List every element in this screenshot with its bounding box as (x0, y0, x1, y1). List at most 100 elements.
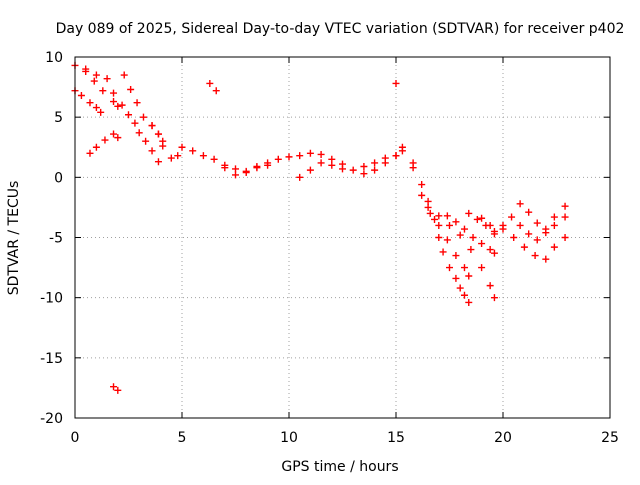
data-point (360, 163, 368, 171)
data-point (452, 252, 460, 260)
y-tick-label: 0 (54, 170, 63, 186)
grid-layer (75, 57, 610, 418)
series-track-14 (398, 143, 464, 292)
data-point (174, 152, 182, 160)
series-track-22 (499, 225, 569, 263)
data-point (82, 65, 90, 73)
data-point (339, 165, 346, 173)
data-point (486, 221, 494, 229)
data-point (465, 209, 473, 217)
data-point (508, 213, 516, 221)
data-point (446, 264, 453, 272)
data-point (533, 236, 541, 244)
data-point (531, 252, 539, 260)
x-tick-label: 25 (601, 430, 619, 446)
data-point (460, 225, 468, 233)
data-point (446, 221, 453, 229)
data-point (110, 130, 118, 138)
series-track-6 (148, 122, 167, 145)
series-track-4 (86, 130, 122, 157)
data-point (97, 108, 105, 116)
data-point (473, 215, 481, 223)
data-point (118, 101, 126, 109)
data-point (525, 230, 533, 238)
x-tick-label: 5 (178, 430, 187, 446)
series-track-2 (71, 87, 105, 116)
series-track-1 (71, 61, 162, 166)
data-point (486, 282, 494, 290)
data-point (465, 298, 473, 306)
data-point (125, 111, 132, 119)
series-track-21 (499, 213, 569, 244)
data-point (90, 77, 98, 85)
data-point (86, 99, 94, 107)
data-point (392, 79, 400, 87)
series-track-13 (392, 79, 400, 87)
data-point (127, 85, 135, 93)
series-track-11 (296, 159, 346, 181)
series-track-9 (178, 143, 400, 177)
series-track-10 (221, 161, 272, 179)
data-point (516, 200, 524, 208)
data-point (418, 181, 426, 189)
data-point (328, 161, 336, 169)
data-point (381, 159, 389, 167)
data-point (435, 234, 443, 241)
data-point (317, 159, 325, 167)
data-point (452, 218, 460, 226)
axes: 0 5 10 15 20 25 -20 -15 -10 -5 0 5 10 (40, 50, 619, 446)
data-point (533, 219, 541, 227)
data-point (135, 129, 143, 137)
data-point (499, 225, 507, 233)
data-point (431, 215, 439, 223)
data-point (274, 155, 282, 163)
data-point (371, 159, 379, 167)
data-point (561, 202, 569, 210)
data-point (178, 143, 186, 151)
data-point (92, 71, 100, 79)
data-point (86, 149, 94, 157)
x-tick-label: 0 (71, 430, 80, 446)
y-tick-label: 5 (54, 110, 63, 126)
data-point (296, 173, 304, 181)
data-point (306, 166, 314, 174)
x-tick-label: 10 (280, 430, 298, 446)
data-point (490, 249, 498, 257)
data-point (478, 264, 486, 272)
data-point (360, 170, 368, 178)
data-point (443, 236, 451, 244)
data-point (264, 161, 272, 169)
data-point (510, 234, 518, 241)
data-point (148, 122, 156, 130)
data-point (456, 231, 464, 239)
data-point (148, 147, 156, 155)
data-point (452, 274, 460, 282)
data-point (465, 272, 473, 280)
series-track-23 (516, 200, 569, 233)
data-point (520, 243, 528, 251)
data-point (516, 221, 524, 229)
data-point (110, 98, 118, 106)
series-track-8 (206, 79, 220, 95)
data-point (439, 248, 447, 256)
series-track-18 (443, 212, 498, 257)
data-point (392, 152, 400, 160)
data-point (114, 102, 122, 110)
y-tick-label: -15 (40, 351, 63, 367)
series-track-12 (360, 147, 406, 178)
data-point (424, 197, 432, 205)
data-point (114, 134, 122, 142)
data-point (253, 163, 261, 171)
data-point (159, 137, 167, 145)
series-track-3 (82, 65, 122, 110)
data-point (490, 227, 498, 235)
series-track-20 (478, 214, 498, 235)
data-point (478, 240, 486, 248)
data-point (221, 164, 229, 172)
data-point (103, 75, 111, 83)
data-point (232, 171, 239, 179)
data-point (435, 221, 443, 229)
data-point (426, 209, 434, 217)
data-point (206, 79, 214, 87)
